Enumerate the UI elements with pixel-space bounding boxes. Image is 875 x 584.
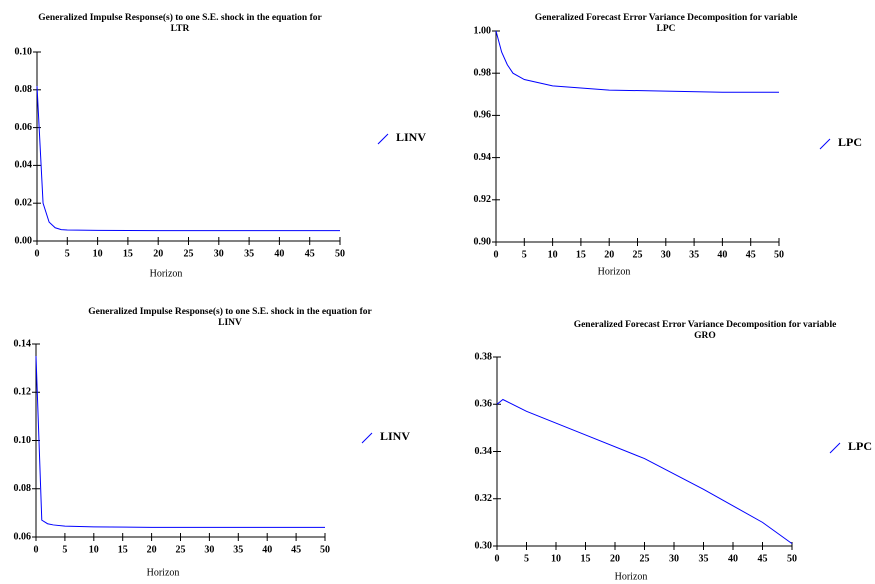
series-line <box>496 398 793 545</box>
legend-label: LINV <box>396 130 426 144</box>
chart-title: LPC <box>657 24 676 34</box>
x-tick-label: 20 <box>604 249 614 260</box>
y-tick-label: 1.00 <box>474 25 492 36</box>
x-tick-label: 35 <box>699 553 709 564</box>
chart-title: LTR <box>171 24 190 34</box>
x-tick-label: 25 <box>640 553 650 564</box>
y-tick-label: 0.04 <box>15 160 33 171</box>
chart-panel: Generalized Impulse Response(s) to one S… <box>15 12 427 279</box>
series-line <box>36 85 340 232</box>
x-tick-label: 45 <box>746 249 756 260</box>
x-tick-label: 30 <box>214 248 224 259</box>
x-tick-label: 10 <box>93 248 103 259</box>
y-tick-label: 0.36 <box>475 399 493 410</box>
chart-title: Generalized Forecast Error Variance Deco… <box>574 320 837 330</box>
legend-swatch <box>377 133 389 145</box>
legend-swatch <box>361 432 373 444</box>
x-tick-label: 25 <box>184 248 194 259</box>
y-tick-label: 0.10 <box>14 435 32 446</box>
series-line <box>495 30 779 93</box>
y-tick-label: 0.12 <box>14 387 32 398</box>
x-tick-label: 15 <box>576 249 586 260</box>
x-axis-label: Horizon <box>147 567 180 578</box>
chart-title: LINV <box>218 318 242 328</box>
x-tick-label: 45 <box>291 544 301 555</box>
x-tick-label: 35 <box>689 249 699 260</box>
x-tick-label: 30 <box>204 544 214 555</box>
x-tick-label: 50 <box>320 544 330 555</box>
y-tick-label: 0.08 <box>14 483 32 494</box>
x-axis-label: Horizon <box>598 266 631 277</box>
x-tick-label: 15 <box>581 553 591 564</box>
series-line <box>35 356 325 528</box>
x-tick-label: 30 <box>661 249 671 260</box>
legend-label: LPC <box>838 135 862 149</box>
x-tick-label: 0 <box>34 544 39 555</box>
x-tick-label: 5 <box>524 553 529 564</box>
chart-title: Generalized Impulse Response(s) to one S… <box>38 12 322 23</box>
x-tick-label: 35 <box>244 248 254 259</box>
x-tick-label: 35 <box>233 544 243 555</box>
x-tick-label: 45 <box>758 553 768 564</box>
legend-label: LPC <box>848 439 872 453</box>
x-tick-label: 5 <box>65 248 70 259</box>
x-tick-label: 25 <box>176 544 186 555</box>
y-tick-label: 0.14 <box>14 338 32 349</box>
x-tick-label: 40 <box>717 249 727 260</box>
y-tick-label: 0.96 <box>474 110 492 121</box>
x-tick-label: 10 <box>548 249 558 260</box>
x-tick-label: 5 <box>62 544 67 555</box>
x-tick-label: 15 <box>123 248 133 259</box>
y-tick-label: 0.98 <box>474 67 492 78</box>
y-tick-label: 0.30 <box>475 540 493 551</box>
x-tick-label: 50 <box>335 248 345 259</box>
x-tick-label: 0 <box>494 249 499 260</box>
y-tick-label: 0.06 <box>15 122 33 133</box>
y-tick-label: 0.08 <box>15 84 33 95</box>
y-tick-label: 0.10 <box>15 46 33 57</box>
x-tick-label: 30 <box>669 553 679 564</box>
chart-panel: Generalized Impulse Response(s) to one S… <box>14 306 411 578</box>
legend-swatch <box>819 138 831 150</box>
y-tick-label: 0.38 <box>475 351 493 362</box>
x-tick-label: 50 <box>774 249 784 260</box>
legend-label: LINV <box>380 429 410 443</box>
chart-title: GRO <box>694 331 716 341</box>
x-tick-label: 15 <box>118 544 128 555</box>
y-tick-label: 0.06 <box>14 531 32 542</box>
x-tick-label: 20 <box>610 553 620 564</box>
y-tick-label: 0.94 <box>474 152 492 163</box>
y-tick-label: 0.90 <box>474 236 492 247</box>
x-tick-label: 45 <box>305 248 315 259</box>
x-tick-label: 5 <box>522 249 527 260</box>
y-tick-label: 0.32 <box>475 493 493 504</box>
x-tick-label: 0 <box>35 248 40 259</box>
y-tick-label: 0.02 <box>15 197 33 208</box>
x-tick-label: 20 <box>147 544 157 555</box>
legend-swatch <box>829 442 841 454</box>
chart-title: Generalized Forecast Error Variance Deco… <box>535 13 798 23</box>
x-tick-label: 40 <box>262 544 272 555</box>
x-tick-label: 25 <box>633 249 643 260</box>
chart-title: Generalized Impulse Response(s) to one S… <box>88 306 372 317</box>
x-tick-label: 40 <box>274 248 284 259</box>
x-axis-label: Horizon <box>615 571 648 582</box>
y-tick-label: 0.34 <box>475 446 493 457</box>
x-tick-label: 10 <box>89 544 99 555</box>
x-tick-label: 20 <box>153 248 163 259</box>
x-tick-label: 0 <box>495 553 500 564</box>
y-tick-label: 0.00 <box>15 235 33 246</box>
x-tick-label: 10 <box>551 553 561 564</box>
y-tick-label: 0.92 <box>474 194 492 205</box>
chart-panel: Generalized Forecast Error Variance Deco… <box>475 320 873 582</box>
x-tick-label: 40 <box>728 553 738 564</box>
chart-panel: Generalized Forecast Error Variance Deco… <box>474 13 863 277</box>
x-axis-label: Horizon <box>150 268 183 279</box>
x-tick-label: 50 <box>787 553 797 564</box>
